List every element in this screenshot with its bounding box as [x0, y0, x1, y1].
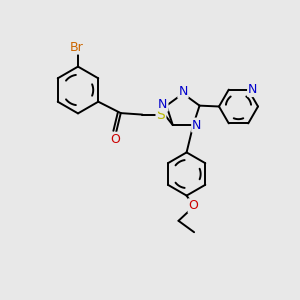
- Text: S: S: [157, 108, 165, 122]
- Text: N: N: [192, 118, 202, 132]
- Text: O: O: [189, 199, 198, 212]
- Text: N: N: [248, 83, 257, 96]
- Text: N: N: [178, 85, 188, 98]
- Text: N: N: [158, 98, 167, 111]
- Text: O: O: [110, 133, 120, 146]
- Text: Br: Br: [70, 40, 83, 54]
